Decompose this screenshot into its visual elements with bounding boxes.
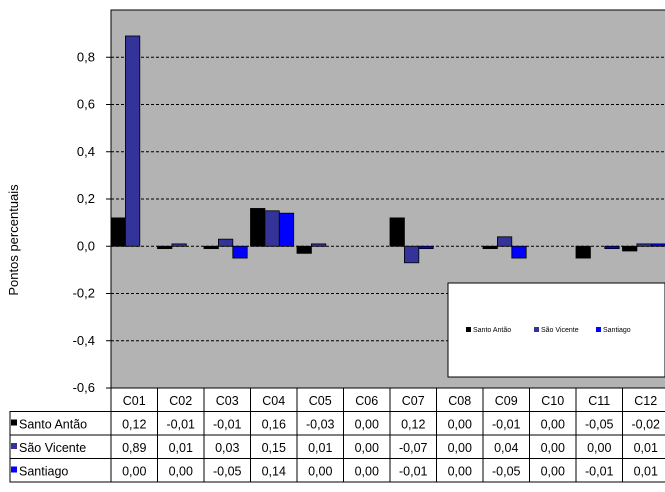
data-label: 0,01 [634,441,658,455]
bar-2-c09 [496,236,513,247]
legend-swatch [534,327,539,332]
bar-2-c05 [310,243,327,247]
data-label: 0,00 [448,441,472,455]
y-tick-label: 0,6 [77,97,95,112]
table-legend-key [11,419,17,426]
data-label: -0,05 [585,418,614,432]
category-label: C12 [634,394,657,408]
data-label: 0,00 [448,418,472,432]
bar-1-c09 [482,245,498,250]
bar-1-c01 [110,217,126,247]
data-label: -0,05 [492,465,521,479]
category-label: C11 [588,394,610,408]
data-label: -0,07 [399,441,428,455]
bar-3-c12 [650,243,665,247]
bar-2-c04 [264,210,280,247]
category-label: C09 [495,394,518,408]
bar-3-c11 [604,245,620,250]
data-label: 0,01 [308,441,332,455]
legend-swatch [596,327,601,332]
data-label: 0,00 [355,465,379,479]
data-label: -0,03 [306,418,335,432]
y-tick-label: -0,6 [73,380,95,395]
bar-3-c07 [418,245,434,250]
bar-2-c12 [636,243,652,247]
data-label: 0,00 [355,441,379,455]
bar-2-c01 [125,35,141,247]
bar-3-c03 [232,245,248,259]
data-label: 0,00 [355,418,379,432]
bar-1-c12 [622,245,638,252]
table-cell [622,458,665,483]
table-legend-key [11,443,17,449]
bar-1-c02 [157,245,173,250]
data-label: 0,00 [308,465,332,479]
data-label: -0,02 [632,418,661,432]
data-label: -0,01 [492,418,521,432]
y-tick-label: 0,0 [77,238,95,253]
data-label: 0,00 [541,465,565,479]
legend-label: Santo Antão [473,327,511,334]
bar-1-c07 [389,217,405,247]
data-label: 0,00 [122,465,146,479]
legend-label: São Vicente [541,327,579,334]
y-tick-label: 0,2 [77,191,95,206]
data-label: 0,12 [401,418,425,432]
category-label: C06 [355,394,378,408]
data-label: -0,05 [213,465,242,479]
bar-1-c03 [203,245,219,250]
data-label: -0,01 [213,418,242,432]
category-label: C01 [123,394,146,408]
data-label: -0,01 [167,418,196,432]
data-label: 0,01 [634,465,658,479]
data-label: 0,01 [169,441,193,455]
data-label: 0,03 [215,441,239,455]
category-label: C10 [541,394,564,408]
data-label: 0,00 [541,418,565,432]
bar-2-c02 [171,243,187,247]
y-tick-label: -0,2 [73,286,95,301]
data-label: 0,16 [262,418,286,432]
data-label: 0,04 [494,441,518,455]
bar-3-c04 [278,212,295,247]
data-label: 0,00 [541,441,565,455]
category-label: C03 [216,394,239,408]
data-label: 0,12 [122,418,146,432]
y-tick-label: 0,4 [77,144,95,159]
category-label: C04 [262,394,285,408]
legend-label: Santiago [603,327,631,334]
data-label: 0,15 [262,441,286,455]
legend [447,282,665,378]
category-label: C08 [448,394,471,408]
bar-2-c03 [217,238,234,247]
bar-3-c09 [511,245,527,259]
bar-1-c05 [296,245,312,254]
table-legend-key [11,466,17,473]
bar-2-c07 [403,245,420,264]
series-name: São Vicente [19,441,86,455]
bar-1-c11 [575,245,591,259]
bar-1-c04 [250,208,266,247]
data-label: 0,14 [262,465,286,479]
y-tick-label: 0,8 [77,49,95,64]
legend-swatch [466,327,471,332]
series-name: Santo Antão [19,418,87,432]
data-label: -0,01 [585,465,614,479]
data-label: 0,00 [448,465,472,479]
y-axis-label: Pontos percentuais [6,184,21,296]
data-label: -0,01 [399,465,428,479]
series-name: Santiago [19,465,68,479]
data-label: 0,00 [587,441,611,455]
data-label: 0,00 [169,465,193,479]
category-label: C02 [169,394,192,408]
data-label: 0,89 [122,441,146,455]
category-label: C05 [309,394,332,408]
y-tick-label: -0,4 [73,333,95,348]
category-label: C07 [402,394,425,408]
